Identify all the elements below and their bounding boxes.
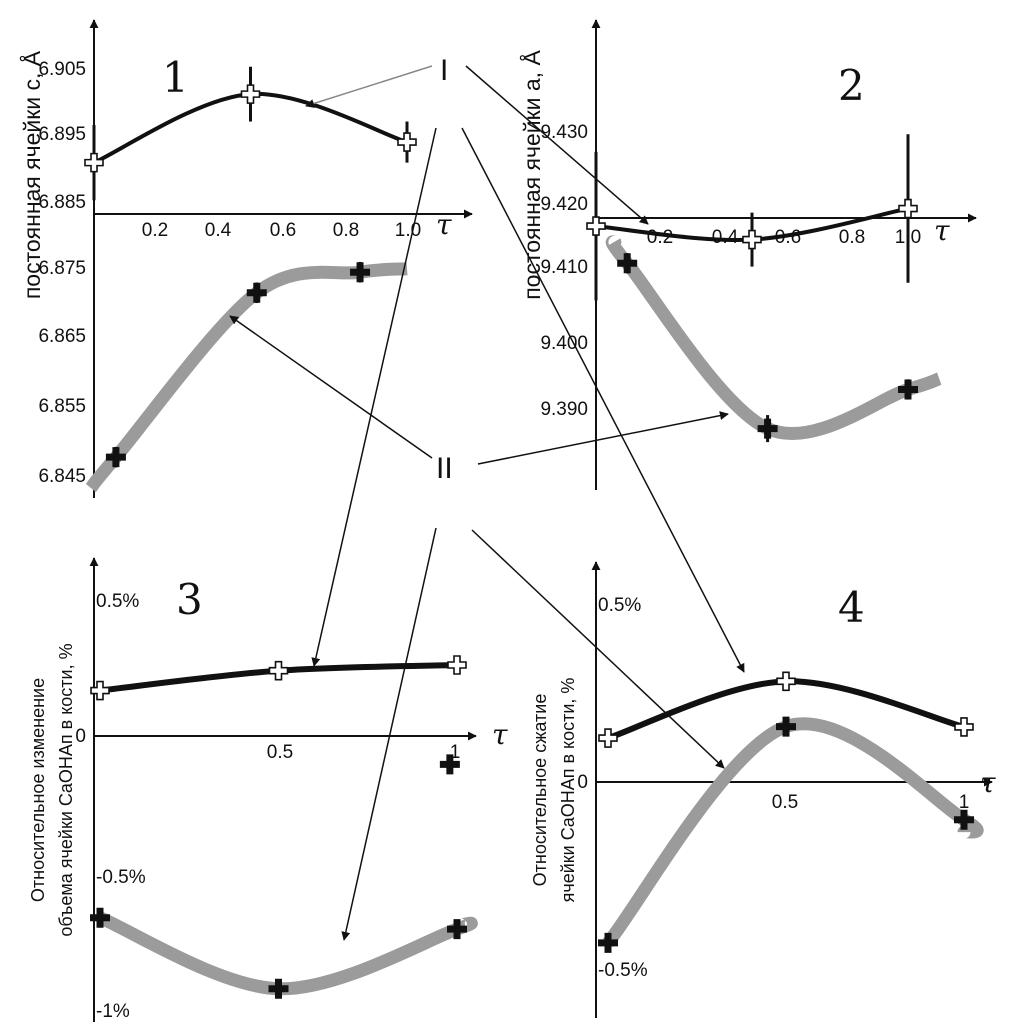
panel-2-xlabel-tau: τ — [934, 214, 950, 247]
panel-2-chart: 2 постоянная ячейки a, Å τ 9.430 9.420 9.4… — [518, 19, 977, 490]
panel-1-ytick: 6.875 — [38, 258, 86, 279]
panel-2-number: 2 — [838, 61, 865, 110]
panel-2-ytick: 9.430 — [540, 122, 588, 143]
panel-4-xlabel-tau: τ — [980, 766, 996, 799]
panel-3-series-II-point — [90, 907, 110, 928]
panel-4-ylabel-line1: Относительное сжатие — [530, 694, 550, 887]
panel-1-ytick: 6.885 — [38, 192, 86, 213]
panel-4-xtick: 1 — [959, 792, 970, 813]
panel-4-ytick: -0.5% — [598, 960, 648, 981]
panel-1-series-I-point — [240, 84, 261, 104]
panel-3-chart: 3 Относительное изменение объема ячейки … — [28, 557, 508, 1022]
panel-1-xtick: 0.2 — [142, 220, 168, 241]
arrow-I-to-panel-1 — [305, 65, 433, 108]
panel-3-ytick: -1% — [96, 1001, 130, 1022]
panel-4-series-II-point — [776, 716, 796, 737]
panel-2-series-II-point — [898, 379, 918, 400]
panel-1-series-II-point — [246, 282, 267, 303]
panel-1-chart: 1 постоянная ячейки c, Å τ 6.905 6.895 6.8… — [18, 19, 473, 498]
panel-3-axes: τ — [89, 557, 508, 1022]
panel-1-axes: τ — [89, 19, 473, 498]
panel-1-series-II-point — [350, 262, 371, 283]
panel-1-number: 1 — [162, 53, 189, 102]
arrow-II-to-panel-2 — [477, 411, 729, 465]
panel-1-ytick: 6.895 — [38, 124, 86, 145]
panel-2-xtick: 0.6 — [775, 227, 801, 248]
arrow-I-to-panel-3 — [311, 127, 437, 667]
panel-3-ytick: 0 — [75, 726, 86, 747]
annotation-arrows — [229, 65, 745, 941]
panel-3-series-I-point — [268, 660, 289, 681]
panel-3-xlabel-tau: τ — [492, 718, 508, 751]
arrow-I-to-panel-2 — [465, 65, 649, 225]
panel-2-xtick: 0.8 — [839, 227, 865, 248]
arrow-II-to-panel-4 — [471, 529, 725, 769]
group-II-label: II — [436, 452, 453, 485]
panel-3-ylabel-line1: Относительное изменение — [28, 678, 48, 902]
panel-1-series-I-point — [397, 132, 417, 152]
panel-2-xtick: 0.2 — [647, 227, 673, 248]
panel-2-axes: τ — [591, 19, 977, 490]
panel-2-series-II-point — [757, 418, 778, 439]
panel-1-ytick: 6.845 — [38, 466, 86, 487]
panel-1-ytick: 6.855 — [38, 396, 86, 417]
panel-1-xtick: 0.6 — [270, 220, 296, 241]
panel-2-xtick: 0.4 — [712, 227, 739, 248]
panel-4-chart: 4 Относительное сжатие ячейки CaOHAп в к… — [530, 561, 996, 1018]
panel-3-xtick: 0.5 — [267, 742, 293, 763]
panel-2-series-II-point — [617, 253, 638, 274]
panel-4-series-II-point — [954, 809, 974, 830]
panel-4-ytick: 0.5% — [598, 595, 641, 616]
panel-4-xtick: 0.5 — [772, 792, 798, 813]
group-I-label: I — [440, 54, 448, 87]
panel-1-xlabel-tau: τ — [436, 208, 452, 241]
panel-1-series-II-point — [105, 447, 126, 468]
panel-4-series-II-point — [598, 932, 618, 953]
panel-1-xtick: 0.4 — [205, 220, 232, 241]
panel-4-ylabel-line2: ячейки CaOHAп в кости, % — [558, 678, 578, 903]
panel-4-number: 4 — [838, 583, 865, 632]
panel-2-ytick: 9.410 — [540, 257, 588, 278]
panel-3-ytick: -0.5% — [96, 867, 146, 888]
panel-1-ytick: 6.905 — [38, 59, 86, 80]
panel-4-series-I-point — [776, 671, 796, 692]
panel-4-series-I-point — [954, 717, 974, 737]
panel-1-xtick: 0.8 — [333, 220, 359, 241]
panel-2-ytick: 9.420 — [540, 194, 588, 215]
panel-2-ylabel: постоянная ячейки a, Å — [518, 50, 545, 300]
panel-1-ylabel: постоянная ячейки c, Å — [18, 50, 45, 299]
arrow-II-to-panel-1 — [229, 315, 433, 459]
panel-3-xtick: 1 — [450, 742, 461, 763]
panel-1-ytick: 6.865 — [38, 326, 86, 347]
panel-3-ytick: 0.5% — [96, 591, 139, 612]
panel-3-number: 3 — [176, 575, 203, 624]
arrow-I-to-panel-4 — [461, 127, 745, 673]
panel-3-series-II-outlier-point — [439, 754, 460, 775]
panel-3-ylabel-line2: объема ячейки CaOHAп в кости, % — [56, 643, 76, 936]
panel-4-series-I-point — [598, 728, 618, 748]
panel-4-series-II-line — [602, 717, 984, 948]
arrow-II-to-panel-3 — [341, 527, 437, 941]
panel-1-xtick: 1.0 — [395, 220, 421, 241]
panel-1-series-II-line — [85, 262, 408, 493]
panel-2-xtick: 1.0 — [895, 227, 921, 248]
panel-3-series-I-point — [90, 680, 110, 701]
panel-4-ytick: 0 — [577, 772, 588, 793]
panel-2-ytick: 9.400 — [540, 333, 588, 354]
panel-3-series-I-point — [447, 655, 467, 675]
panel-2-series-II-line — [605, 235, 942, 441]
panel-2-series-I-point — [742, 229, 762, 250]
panel-2-ytick: 9.390 — [540, 399, 588, 420]
panel-1-series-I-point — [84, 152, 104, 173]
panel-3-series-II-line — [97, 911, 478, 996]
panel-2-series-I-point — [898, 198, 918, 219]
panel-2-series-I-point — [586, 216, 606, 236]
panel-3-series-II-point — [447, 919, 467, 940]
panel-3-series-II-point — [268, 978, 289, 999]
